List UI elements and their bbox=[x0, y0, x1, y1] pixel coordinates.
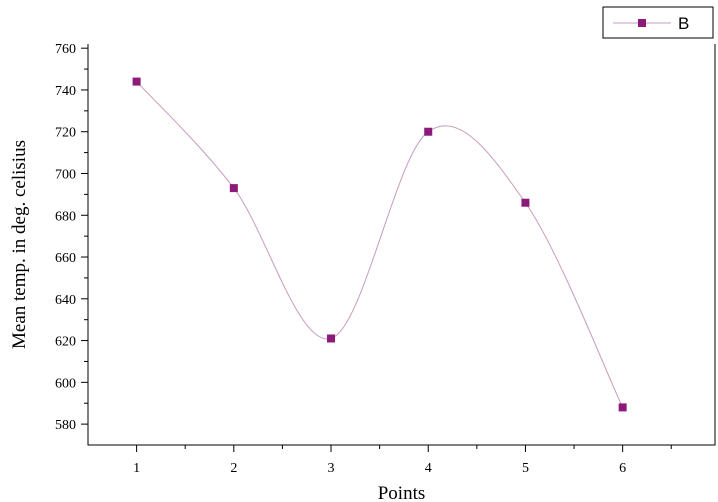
y-tick-label: 580 bbox=[55, 418, 76, 433]
data-point-6 bbox=[618, 403, 627, 412]
y-axis-title: Mean temp. in deg. celisius bbox=[9, 140, 30, 349]
plot-series-lines bbox=[136, 81, 624, 408]
legend-label: B bbox=[678, 14, 689, 33]
plot-frame bbox=[87, 44, 716, 446]
legend-marker bbox=[638, 19, 646, 27]
x-tick-label: 6 bbox=[619, 461, 626, 476]
y-tick-label: 680 bbox=[55, 209, 76, 224]
y-tick-label: 760 bbox=[55, 42, 76, 57]
x-tick-label: 5 bbox=[522, 461, 529, 476]
x-tick-label: 1 bbox=[133, 461, 140, 476]
x-tick-label: 3 bbox=[328, 461, 335, 476]
plot-axes: 580 600 620 640 660 680 700 720 740 760 1 2 3 4 5 6 bbox=[55, 42, 716, 476]
y-tick-label: 640 bbox=[55, 293, 76, 308]
data-point-4 bbox=[424, 127, 433, 136]
x-tick-label: 4 bbox=[425, 461, 432, 476]
y-tick-label: 600 bbox=[55, 376, 76, 391]
plot-series-markers bbox=[132, 77, 627, 412]
series-line-B bbox=[136, 81, 624, 408]
data-point-3 bbox=[327, 334, 336, 343]
x-tick-label: 2 bbox=[230, 461, 237, 476]
y-tick-label: 740 bbox=[55, 84, 76, 99]
data-point-5 bbox=[521, 198, 530, 207]
data-point-1 bbox=[132, 77, 141, 86]
legend: B bbox=[602, 6, 714, 39]
x-axis-title: Points bbox=[378, 483, 426, 502]
y-tick-label: 660 bbox=[55, 251, 76, 266]
data-point-2 bbox=[229, 184, 238, 193]
y-tick-label: 720 bbox=[55, 126, 76, 141]
y-tick-label: 700 bbox=[55, 167, 76, 182]
y-tick-label: 620 bbox=[55, 335, 76, 350]
